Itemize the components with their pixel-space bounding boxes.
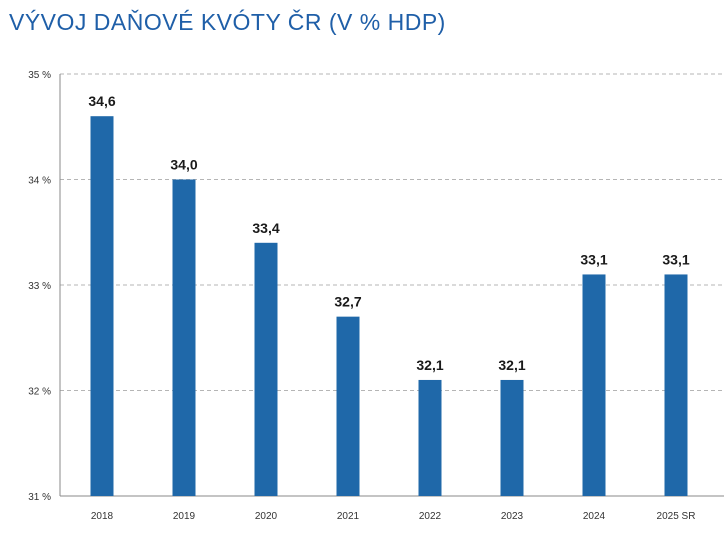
x-tick-label: 2024 [583, 511, 606, 522]
y-tick-label: 31 % [28, 492, 51, 503]
x-tick-label: 2019 [173, 511, 196, 522]
data-label: 32,7 [334, 294, 361, 310]
data-label: 34,0 [170, 157, 197, 173]
bar-2024 [582, 274, 606, 496]
data-label: 32,1 [498, 357, 525, 373]
bar-2019 [172, 179, 196, 496]
bar-2020 [254, 242, 278, 496]
chart-title: VÝVOJ DAŇOVÉ KVÓTY ČR (V % HDP) [9, 9, 446, 35]
y-tick-label: 34 % [28, 176, 51, 187]
x-tick-label: 2025 SR [657, 511, 696, 522]
data-label: 33,1 [662, 251, 689, 267]
bar-2021 [336, 316, 360, 496]
x-tick-label: 2021 [337, 511, 360, 522]
data-label: 33,4 [252, 220, 279, 236]
bar-2025-sr [664, 274, 688, 496]
bar-2018 [90, 116, 114, 496]
x-tick-label: 2022 [419, 511, 442, 522]
y-tick-label: 32 % [28, 387, 51, 398]
bar-2023 [500, 379, 524, 496]
x-tick-label: 2023 [501, 511, 524, 522]
data-label: 33,1 [580, 251, 607, 267]
data-label: 32,1 [416, 357, 443, 373]
x-tick-label: 2018 [91, 511, 114, 522]
data-label: 34,6 [88, 93, 115, 109]
y-tick-label: 33 % [28, 281, 51, 292]
bar-2022 [418, 379, 442, 496]
y-tick-label: 35 % [28, 70, 51, 81]
x-tick-label: 2020 [255, 511, 278, 522]
